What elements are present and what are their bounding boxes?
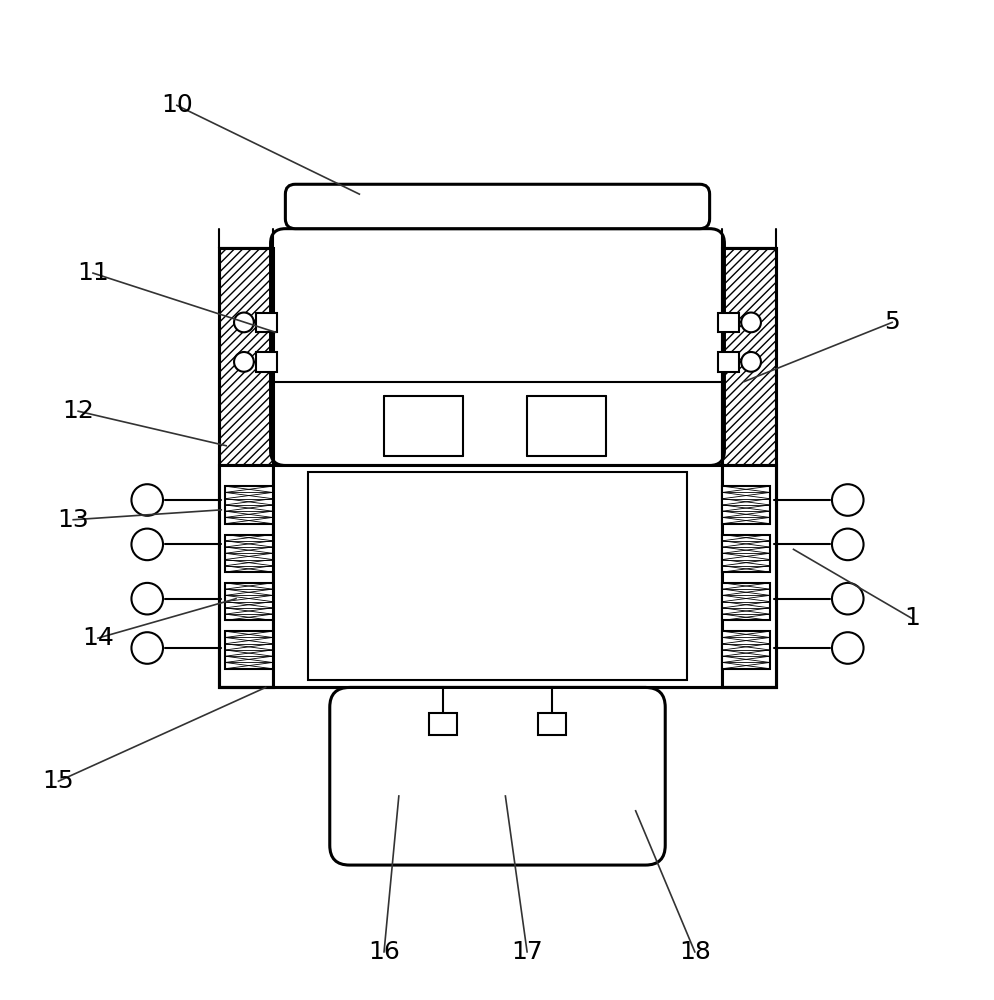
Circle shape — [131, 484, 163, 516]
Text: 5: 5 — [884, 310, 900, 334]
Bar — [722, 535, 769, 572]
FancyBboxPatch shape — [329, 687, 665, 865]
Circle shape — [831, 632, 863, 664]
Bar — [225, 583, 272, 620]
Bar — [255, 313, 277, 332]
Bar — [219, 465, 775, 687]
Bar — [219, 248, 272, 687]
Text: 12: 12 — [63, 399, 94, 423]
FancyBboxPatch shape — [285, 184, 709, 229]
Bar — [225, 535, 272, 572]
Text: 14: 14 — [82, 626, 113, 650]
Bar — [722, 248, 775, 687]
Circle shape — [831, 583, 863, 614]
Circle shape — [234, 313, 253, 332]
Bar — [429, 713, 456, 735]
Bar — [538, 713, 565, 735]
Bar — [717, 352, 739, 372]
Text: 18: 18 — [678, 940, 710, 964]
Text: 13: 13 — [58, 508, 89, 532]
Bar — [308, 472, 686, 680]
Text: 17: 17 — [511, 940, 543, 964]
Bar — [722, 248, 775, 687]
Bar — [717, 313, 739, 332]
Bar — [225, 631, 272, 669]
Bar — [722, 486, 769, 524]
Circle shape — [234, 352, 253, 372]
Circle shape — [831, 484, 863, 516]
Bar — [722, 583, 769, 620]
Circle shape — [741, 313, 760, 332]
Text: 16: 16 — [368, 940, 400, 964]
Bar — [219, 248, 272, 687]
Bar — [225, 486, 272, 524]
Text: 1: 1 — [904, 606, 918, 630]
Text: 10: 10 — [161, 93, 193, 117]
Bar — [255, 352, 277, 372]
Circle shape — [831, 529, 863, 560]
Circle shape — [131, 583, 163, 614]
FancyBboxPatch shape — [270, 229, 724, 465]
Bar — [722, 631, 769, 669]
Circle shape — [131, 529, 163, 560]
Circle shape — [741, 352, 760, 372]
Text: 15: 15 — [43, 769, 75, 793]
Text: 11: 11 — [77, 261, 108, 285]
Circle shape — [131, 632, 163, 664]
